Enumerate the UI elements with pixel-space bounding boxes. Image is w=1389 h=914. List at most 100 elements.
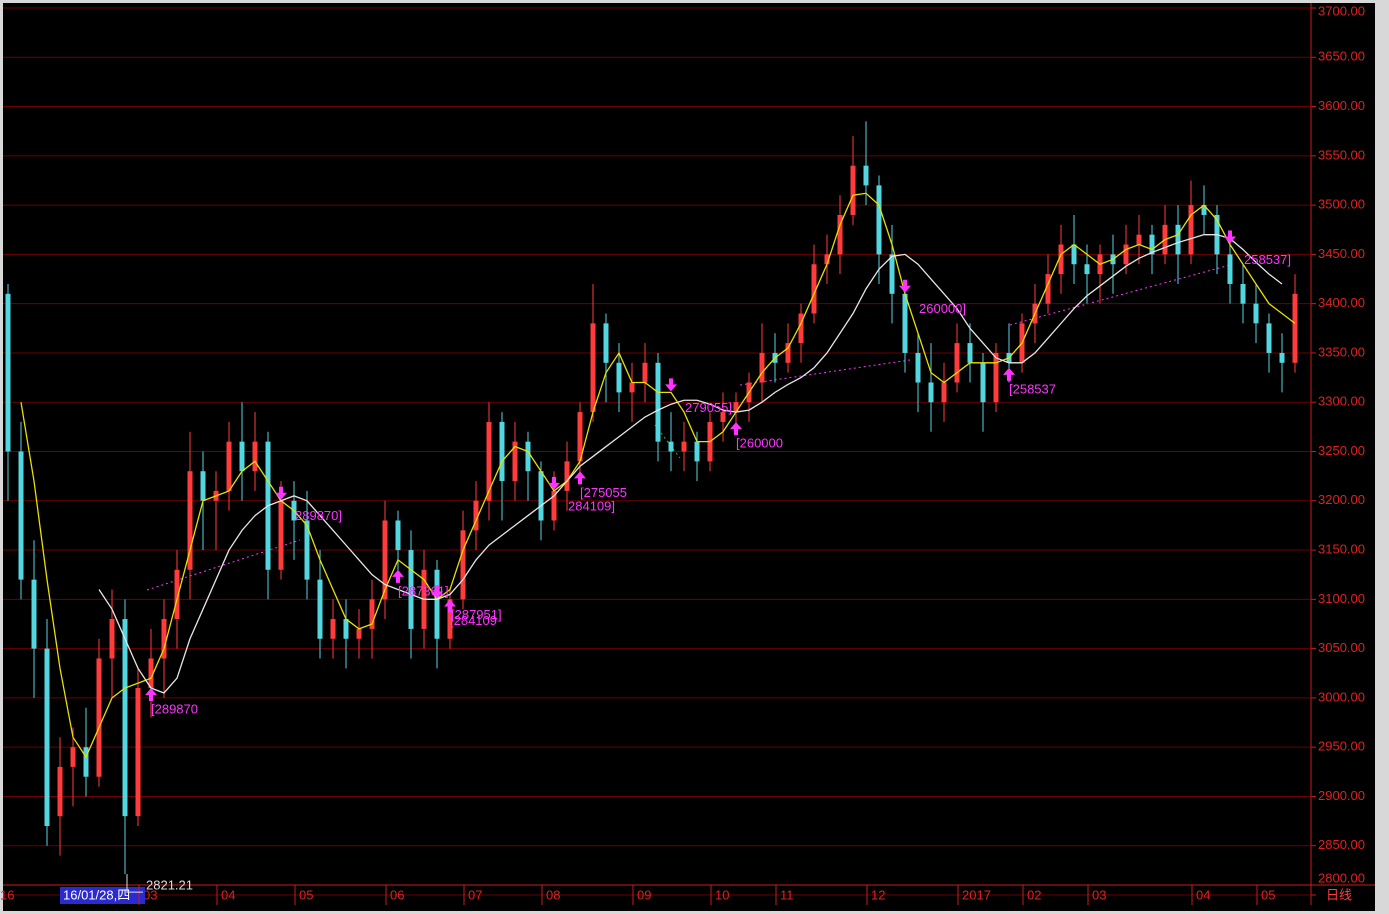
candle-body bbox=[200, 471, 206, 501]
signal-label: [275055 bbox=[580, 485, 627, 500]
signal-arrow bbox=[730, 422, 742, 436]
trend-line bbox=[146, 539, 301, 591]
background bbox=[3, 3, 1375, 911]
signal-arrow bbox=[899, 279, 911, 293]
signal-arrow bbox=[444, 599, 456, 613]
candle-body bbox=[681, 441, 687, 452]
candle-body bbox=[837, 214, 843, 255]
candle-body bbox=[642, 362, 648, 383]
candle-body bbox=[694, 441, 700, 462]
signal-label: [287951] bbox=[451, 607, 502, 622]
candle-body bbox=[733, 402, 739, 413]
candle-body bbox=[1045, 274, 1051, 304]
y-tick-label: 3350.00 bbox=[1318, 344, 1365, 359]
candle-body bbox=[603, 323, 609, 363]
candle-body bbox=[70, 747, 76, 767]
signal-label: 289870] bbox=[295, 508, 342, 523]
low-label: 2821.21 bbox=[146, 878, 193, 893]
y-tick-label: 3050.00 bbox=[1318, 640, 1365, 655]
candle-body bbox=[967, 343, 973, 363]
candle-body bbox=[499, 421, 505, 482]
candle-body bbox=[1188, 205, 1194, 255]
candle-body bbox=[876, 185, 882, 255]
candle-body bbox=[1071, 244, 1077, 265]
candle-body bbox=[1123, 244, 1129, 265]
candle-body bbox=[408, 550, 414, 629]
x-tick-label: 07 bbox=[468, 887, 482, 902]
candle-body bbox=[1201, 205, 1207, 215]
moving-average bbox=[20, 192, 1296, 759]
candle-body bbox=[135, 688, 141, 817]
candle-body bbox=[317, 579, 323, 639]
candle-body bbox=[629, 382, 635, 393]
x-tick-label: 11 bbox=[780, 887, 794, 902]
candle-body bbox=[369, 599, 375, 629]
candle-body bbox=[31, 579, 37, 649]
signal-label: 284109] bbox=[568, 498, 615, 513]
signal-label: 279055] bbox=[685, 400, 732, 415]
signal-label: [287361] bbox=[398, 583, 449, 598]
candle-body bbox=[1253, 303, 1259, 324]
x-tick-label: 10 bbox=[715, 887, 729, 902]
candle-body bbox=[1149, 234, 1155, 255]
candle-body bbox=[616, 362, 622, 393]
cursor-box bbox=[60, 887, 145, 904]
candle-body bbox=[1279, 352, 1285, 363]
candle-body bbox=[1175, 224, 1181, 255]
moving-average bbox=[98, 234, 1283, 694]
x-tick-label: 04 bbox=[221, 887, 235, 902]
candle-body bbox=[239, 441, 245, 472]
candle-body bbox=[1084, 264, 1090, 275]
candle-body bbox=[161, 619, 167, 659]
candle-body bbox=[915, 352, 921, 383]
candle-body bbox=[460, 530, 466, 600]
candle-body bbox=[1266, 323, 1272, 353]
candle-body bbox=[928, 382, 934, 403]
signal-arrow bbox=[392, 569, 404, 583]
candle-body bbox=[83, 747, 89, 777]
y-tick-label: 3550.00 bbox=[1318, 147, 1365, 162]
signal-label: [289870 bbox=[151, 702, 198, 717]
x-tick-label: 2017 bbox=[962, 887, 991, 902]
candle-body bbox=[902, 293, 908, 353]
y-tick-label: 3600.00 bbox=[1318, 98, 1365, 113]
candle-body bbox=[18, 451, 24, 580]
y-tick-label: 3250.00 bbox=[1318, 443, 1365, 458]
candle-body bbox=[1240, 283, 1246, 304]
y-tick-label: 3000.00 bbox=[1318, 689, 1365, 704]
candle-body bbox=[187, 471, 193, 570]
candle-body bbox=[174, 569, 180, 620]
signal-label: 260000] bbox=[919, 301, 966, 316]
candle-body bbox=[980, 362, 986, 403]
trend-line bbox=[739, 359, 911, 386]
candle-body bbox=[564, 461, 570, 491]
y-tick-label: 2900.00 bbox=[1318, 788, 1365, 803]
signal-arrow bbox=[1003, 367, 1015, 381]
candle-body bbox=[57, 766, 63, 817]
candle-body bbox=[863, 165, 869, 186]
cursor-label: 16/01/28,四 bbox=[63, 887, 130, 902]
candle-body bbox=[1058, 244, 1064, 275]
low-leader bbox=[126, 874, 143, 893]
y-tick-label: 3400.00 bbox=[1318, 295, 1365, 310]
period-label: 日线 bbox=[1326, 887, 1352, 902]
candle-body bbox=[655, 362, 661, 442]
candle-body bbox=[824, 254, 830, 265]
trend-line bbox=[1009, 264, 1231, 326]
candle-body bbox=[473, 500, 479, 531]
signal-label: 258537] bbox=[1244, 252, 1291, 267]
candle-body bbox=[5, 293, 11, 452]
candle-body bbox=[486, 421, 492, 501]
x-tick-label: 06 bbox=[390, 887, 404, 902]
candle-body bbox=[252, 441, 258, 472]
signal-arrow bbox=[145, 688, 157, 702]
candle-body bbox=[1292, 293, 1298, 363]
candle-body bbox=[122, 619, 128, 817]
x-tick-label: 16 bbox=[0, 887, 14, 902]
marks bbox=[5, 121, 1298, 875]
candle-body bbox=[538, 471, 544, 521]
candle-body bbox=[226, 441, 232, 491]
candle-body bbox=[590, 323, 596, 413]
